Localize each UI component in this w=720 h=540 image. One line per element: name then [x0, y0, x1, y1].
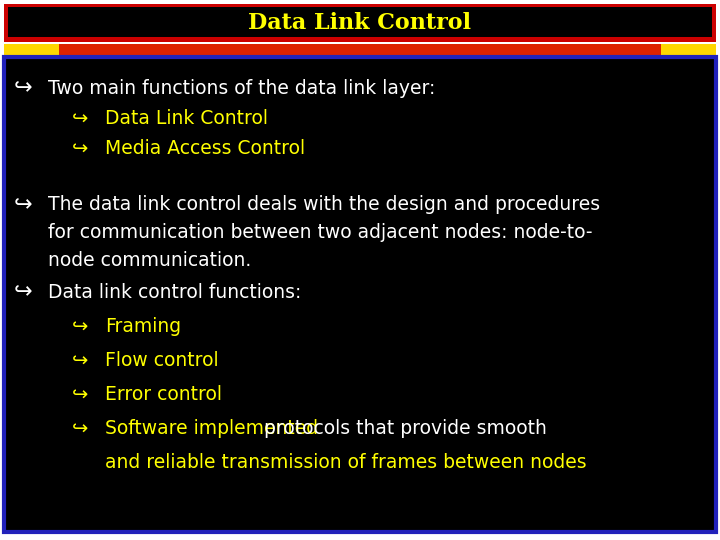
Text: Data link control functions:: Data link control functions:: [48, 282, 302, 301]
Text: for communication between two adjacent nodes: node-to-: for communication between two adjacent n…: [48, 224, 593, 242]
Text: Framing: Framing: [105, 316, 181, 335]
Bar: [4, 57, 716, 532]
Text: Two main functions of the data link layer:: Two main functions of the data link laye…: [48, 78, 436, 98]
Bar: [661, 44, 716, 56]
Text: Data Link Control: Data Link Control: [248, 12, 472, 34]
Text: ↪: ↪: [72, 138, 89, 158]
Bar: [8, 7, 712, 37]
Text: ↪: ↪: [72, 109, 89, 127]
Text: ↪: ↪: [72, 316, 89, 335]
Text: The data link control deals with the design and procedures: The data link control deals with the des…: [48, 195, 600, 214]
Text: Flow control: Flow control: [105, 350, 219, 369]
Text: Error control: Error control: [105, 384, 222, 403]
Text: and reliable transmission of frames between nodes: and reliable transmission of frames betw…: [105, 453, 587, 471]
Text: ↪: ↪: [72, 384, 89, 403]
Bar: [4, 44, 716, 56]
Text: Data Link Control: Data Link Control: [105, 109, 268, 127]
Text: ↪: ↪: [72, 350, 89, 369]
Text: protocols that provide smooth: protocols that provide smooth: [258, 418, 547, 437]
Text: Software implemented: Software implemented: [105, 418, 318, 437]
Bar: [4, 44, 59, 56]
Text: Media Access Control: Media Access Control: [105, 138, 305, 158]
Text: ↪: ↪: [14, 282, 32, 302]
Text: ↪: ↪: [72, 418, 89, 437]
Bar: [4, 4, 716, 42]
Text: ↪: ↪: [14, 195, 32, 215]
Text: node communication.: node communication.: [48, 252, 251, 271]
Text: ↪: ↪: [14, 78, 32, 98]
